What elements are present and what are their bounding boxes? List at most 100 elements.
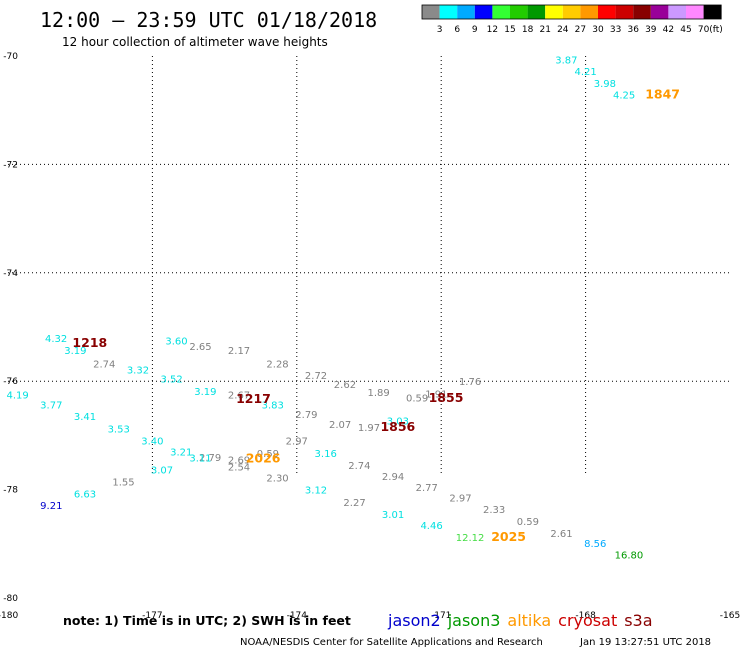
wave-height-value: 2.74: [93, 360, 115, 371]
map-title: 12:00 — 23:59 UTC 01/18/2018: [40, 8, 377, 32]
legend-swatch: [562, 5, 581, 19]
legend-label: 12: [487, 25, 498, 35]
legend-frame: [421, 4, 722, 20]
map-grid: [8, 56, 730, 474]
legend-swatch: [474, 5, 493, 19]
pass-time-label: 1855: [429, 390, 464, 405]
legend-label: 70: [698, 25, 710, 35]
legend-label: 21: [539, 25, 550, 35]
lat-tick-label: -80: [3, 594, 18, 604]
legend-swatch: [580, 5, 598, 19]
pass-time-label: 1847: [645, 86, 680, 101]
wave-height-value: 3.53: [108, 425, 130, 436]
wave-height-value: 0.59: [517, 517, 539, 528]
pass-time-label: 2026: [246, 451, 281, 466]
wave-height-value: 3.52: [161, 374, 183, 385]
longitude-labels: -180 -177 -174 -171 -168 -165: [0, 611, 740, 621]
wave-height-value: 2.33: [483, 505, 505, 516]
legend-swatch: [703, 5, 722, 19]
wave-height-value: 3.87: [555, 56, 577, 67]
wave-height-value: 3.21: [170, 447, 192, 458]
map-subtitle: 12 hour collection of altimeter wave hei…: [62, 35, 328, 49]
wave-height-value: 4.46: [420, 521, 442, 532]
footer-note: note: 1) Time is in UTC; 2) SWH is in fe…: [63, 613, 351, 628]
legend-label: 24: [557, 25, 569, 35]
legend-swatch: [492, 5, 510, 19]
wave-height-value: 3.83: [262, 400, 284, 411]
wave-height-value: 3.07: [151, 465, 173, 476]
wave-height-value: 9.21: [40, 501, 62, 512]
legend-label: 18: [522, 25, 534, 35]
wave-height-value: 16.80: [615, 550, 644, 561]
wave-height-value: 3.11: [189, 453, 211, 464]
wave-height-value: 6.63: [74, 490, 96, 501]
wave-height-value: 2.72: [305, 371, 327, 382]
lat-tick-label: -74: [3, 269, 18, 279]
wave-height-value: 1.91: [425, 389, 447, 400]
wave-height-value: 2.94: [382, 472, 404, 483]
wave-height-value: 1.89: [367, 388, 389, 399]
satellite-jason3: jason3: [447, 611, 501, 630]
legend-label: 39: [645, 25, 657, 35]
footer-timestamp: Jan 19 13:27:51 UTC 2018: [579, 637, 711, 648]
legend-swatch: [439, 5, 458, 19]
legend-swatch: [650, 5, 669, 19]
lat-tick-label: -70: [3, 52, 18, 62]
wave-height-value: 2.74: [348, 461, 370, 472]
lon-tick-label: -177: [142, 611, 162, 621]
legend-swatch: [510, 5, 528, 19]
wave-height-value: 0.59: [257, 449, 279, 460]
legend-label: 15: [504, 25, 515, 35]
legend-swatch: [615, 5, 634, 19]
legend-swatch: [686, 5, 704, 19]
wave-height-value: 2.07: [329, 420, 351, 431]
footer-credit: NOAA/NESDIS Center for Satellite Applica…: [240, 637, 543, 648]
satellite-altika: altika: [507, 611, 551, 630]
wave-height-value: 3.41: [74, 412, 96, 423]
wave-height-value: 2.77: [416, 483, 438, 494]
wave-height-value: 3.03: [387, 417, 409, 428]
wave-height-value: 2.54: [228, 463, 250, 474]
legend-label: 30: [592, 25, 604, 35]
latitude-labels: -70 -72 -74 -76 -78 -80: [3, 52, 18, 604]
lon-tick-label: -171: [431, 611, 451, 621]
wave-height-value: 3.19: [194, 387, 216, 398]
legend-swatch: [422, 5, 440, 19]
wave-height-value: 3.16: [315, 449, 337, 460]
satellite-legend: jason2 jason3 altika cryosat s3a: [387, 611, 653, 630]
legend-swatch: [598, 5, 616, 19]
pass-time-label: 2025: [491, 529, 526, 544]
legend-label: 3: [437, 25, 443, 35]
wave-height-value: 2.65: [189, 342, 211, 353]
color-legend: 3 6 9 12 15 18 21 24 27 30 33 36 39 42 45 70 (ft): [421, 4, 723, 35]
pass-time-labels: 1847 1855 1218 1217 1856 2026 2025: [72, 86, 680, 544]
legend-swatch: [545, 5, 563, 19]
wave-height-value: 4.25: [613, 90, 635, 101]
legend-label: 45: [680, 25, 691, 35]
wave-height-value: 2.62: [334, 380, 356, 391]
legend-label: 42: [663, 25, 674, 35]
wave-height-value: 2.61: [550, 529, 572, 540]
wave-height-value: 4.21: [574, 67, 596, 78]
wave-height-value: 1.76: [459, 377, 481, 388]
wave-height-value: 3.01: [382, 510, 404, 521]
wave-height-value: 2.79: [295, 410, 317, 421]
legend-label: 36: [627, 25, 639, 35]
legend-swatch: [457, 5, 475, 19]
wave-height-value: 2.97: [449, 494, 471, 505]
legend-label: 6: [454, 25, 460, 35]
wave-height-value: 2.79: [199, 453, 221, 464]
legend-label: 33: [610, 25, 621, 35]
wave-height-value: 3.40: [141, 437, 163, 448]
wave-height-value: 8.56: [584, 539, 606, 550]
lon-tick-label: -180: [0, 611, 18, 621]
wave-height-value: 2.30: [266, 473, 288, 484]
lat-tick-label: -76: [3, 377, 18, 387]
wave-height-value: 12.12: [456, 533, 485, 544]
legend-swatch: [668, 5, 686, 19]
legend-label: 9: [472, 25, 478, 35]
pass-time-label: 1856: [380, 419, 415, 434]
lon-tick-label: -174: [287, 611, 308, 621]
